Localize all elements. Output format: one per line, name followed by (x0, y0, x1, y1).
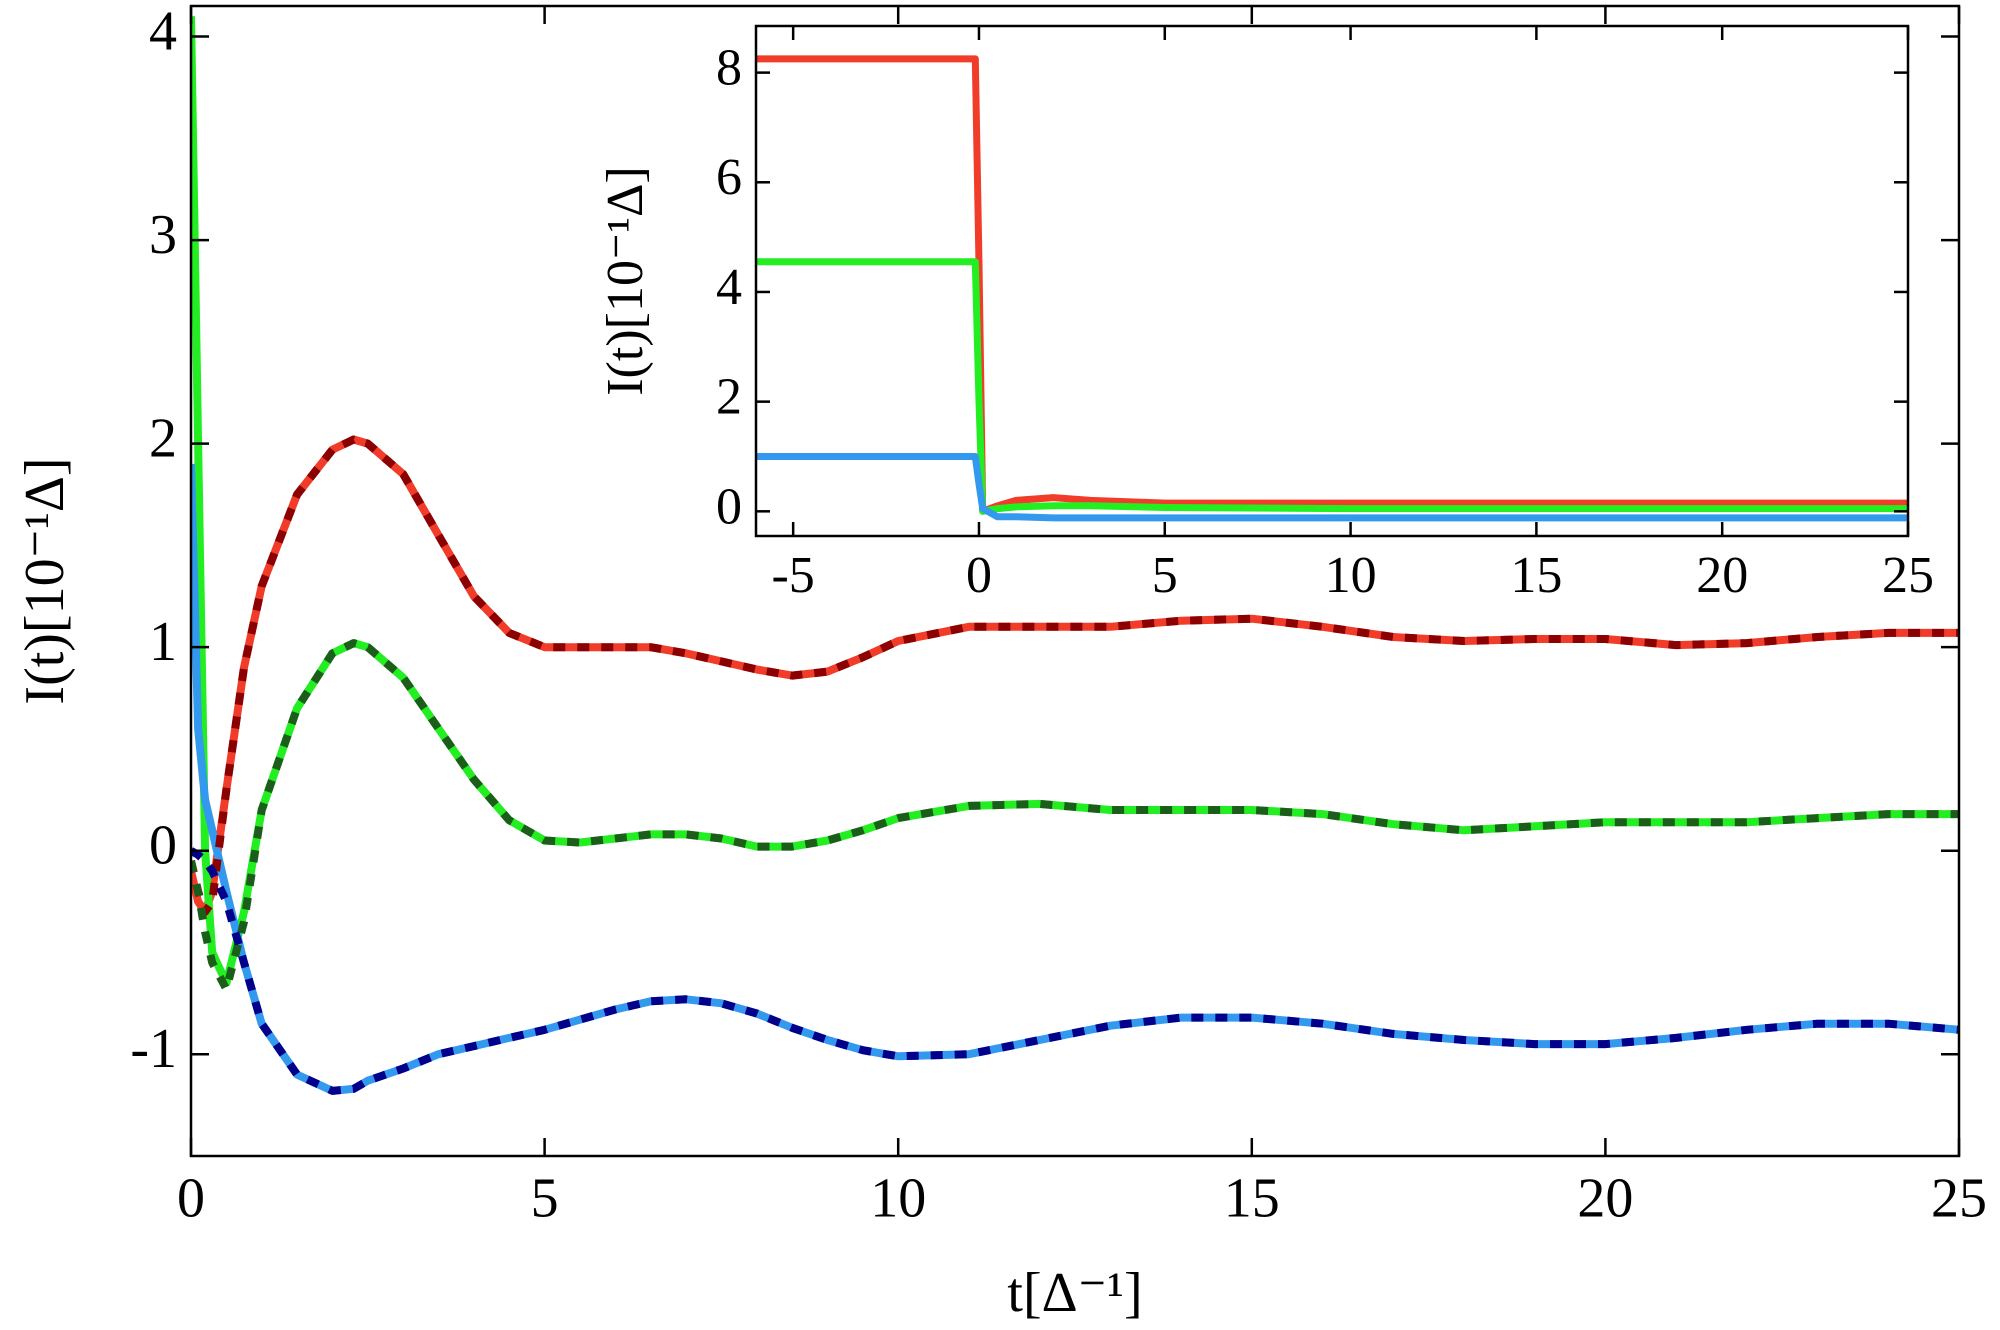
series-line (191, 435, 1959, 916)
chart-1: 0 2 4 6 8 -5 0 5 10 15 20 25 I(t)[10⁻¹Δ] (597, 24, 1934, 604)
y-tick-label: 0 (716, 478, 742, 535)
series-line (756, 453, 1908, 522)
series-line (191, 639, 1959, 994)
series-line (756, 258, 1908, 515)
x-tick-label: 15 (1510, 547, 1562, 604)
y-axis-label: I(t)[10⁻¹Δ] (597, 166, 654, 396)
x-tick-label: 10 (870, 1167, 926, 1229)
x-tick-label: 0 (966, 547, 992, 604)
series-line (191, 847, 1959, 1095)
x-tick-label: 10 (1325, 547, 1377, 604)
series-line (756, 55, 1908, 515)
plot-frame (754, 24, 1910, 538)
y-tick-label: 1 (149, 611, 177, 673)
y-tick-label: -1 (130, 1018, 177, 1080)
y-tick-label: 2 (149, 407, 177, 469)
x-tick-label: 20 (1577, 1167, 1633, 1229)
x-tick-label: 25 (1931, 1167, 1987, 1229)
x-tick-label: 0 (177, 1167, 205, 1229)
x-tick-label: 5 (1152, 547, 1178, 604)
series-group (191, 16, 1959, 1095)
x-tick-label: 25 (1882, 547, 1934, 604)
x-tick-label: -5 (771, 547, 814, 604)
y-tick-label: 4 (149, 0, 177, 62)
y-axis-label: I(t)[10⁻¹Δ] (14, 457, 76, 704)
series-group (756, 55, 1908, 522)
y-tick-label: 6 (716, 149, 742, 206)
y-tick-label: 0 (149, 815, 177, 877)
y-tick-label: 3 (149, 204, 177, 266)
plot-frame (189, 4, 1961, 1158)
x-tick-label: 20 (1696, 547, 1748, 604)
x-axis-label: t[Δ⁻¹] (1007, 1262, 1142, 1324)
y-tick-label: 8 (716, 40, 742, 97)
y-tick-label: 4 (716, 259, 742, 316)
plot-background (756, 26, 1908, 536)
x-tick-label: 5 (531, 1167, 559, 1229)
y-tick-label: 2 (716, 369, 742, 426)
x-tick-label: 15 (1224, 1167, 1280, 1229)
